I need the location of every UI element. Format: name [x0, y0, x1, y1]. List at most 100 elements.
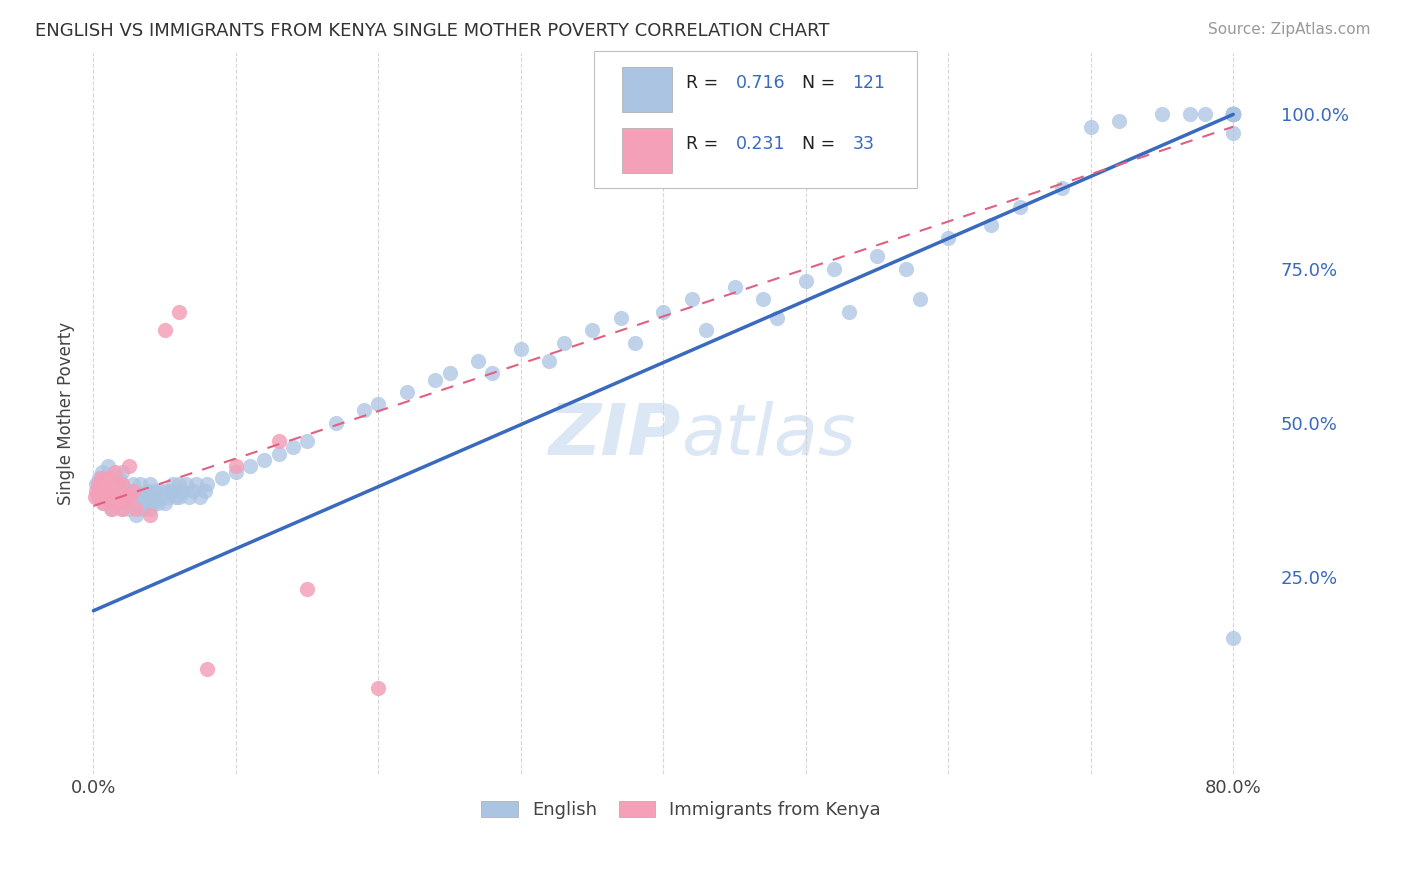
Point [86, 490, 108, 504]
Point [115, 483, 138, 498]
Point [103, 483, 125, 498]
Point [132, 490, 155, 504]
Point [101, 471, 124, 485]
Point [211, 471, 233, 485]
Point [1222, 107, 1244, 121]
Point [87, 471, 110, 485]
Bar [621, 67, 672, 112]
Point [125, 483, 148, 498]
Point [90, 483, 112, 498]
Point [153, 496, 176, 510]
Point [681, 293, 703, 307]
Point [90, 471, 112, 485]
Point [481, 367, 503, 381]
Point [1222, 107, 1244, 121]
Point [752, 293, 775, 307]
Point [170, 483, 193, 498]
Point [1222, 107, 1244, 121]
Point [97, 471, 120, 485]
Point [1108, 113, 1130, 128]
Point [509, 342, 531, 356]
FancyBboxPatch shape [595, 51, 917, 188]
Point [894, 261, 917, 276]
Point [139, 508, 162, 523]
Point [225, 465, 247, 479]
Point [167, 490, 190, 504]
Point [107, 477, 129, 491]
Point [125, 496, 148, 510]
Point [295, 434, 318, 449]
Point [908, 293, 931, 307]
Point [100, 502, 122, 516]
Point [1222, 107, 1244, 121]
Point [84, 483, 107, 498]
Point [239, 458, 262, 473]
Point [136, 483, 159, 498]
Point [114, 496, 136, 510]
Text: 121: 121 [852, 74, 886, 93]
Point [425, 372, 447, 386]
Point [165, 490, 187, 504]
Point [367, 397, 389, 411]
Point [111, 465, 134, 479]
Point [97, 477, 120, 491]
Text: atlas: atlas [681, 401, 856, 469]
Point [723, 280, 745, 294]
Text: ZIP: ZIP [548, 401, 681, 469]
Point [156, 490, 179, 504]
Point [111, 502, 134, 516]
Text: N =: N = [803, 136, 841, 153]
Point [105, 490, 128, 504]
Point [118, 490, 141, 504]
Point [281, 441, 304, 455]
Point [129, 477, 152, 491]
Point [167, 304, 190, 318]
Point [153, 483, 176, 498]
Point [91, 483, 114, 498]
Point [467, 354, 489, 368]
Point [125, 502, 148, 516]
Point [1222, 107, 1244, 121]
Point [111, 490, 134, 504]
Text: 33: 33 [852, 136, 875, 153]
Text: R =: R = [686, 74, 724, 93]
Point [122, 483, 145, 498]
Point [1180, 107, 1202, 121]
Point [1222, 107, 1244, 121]
Point [1080, 120, 1102, 134]
Point [96, 490, 118, 504]
Point [93, 496, 115, 510]
Point [1222, 107, 1244, 121]
Point [980, 219, 1002, 233]
Point [609, 310, 631, 325]
Point [111, 477, 134, 491]
Point [253, 452, 276, 467]
Point [353, 403, 375, 417]
Point [122, 477, 145, 491]
Point [128, 490, 150, 504]
Point [1222, 107, 1244, 121]
Point [538, 354, 561, 368]
Point [553, 335, 575, 350]
Text: ENGLISH VS IMMIGRANTS FROM KENYA SINGLE MOTHER POVERTY CORRELATION CHART: ENGLISH VS IMMIGRANTS FROM KENYA SINGLE … [35, 22, 830, 40]
Point [100, 496, 122, 510]
Point [143, 483, 166, 498]
Point [1222, 107, 1244, 121]
Point [1222, 107, 1244, 121]
Point [87, 490, 110, 504]
Point [149, 483, 172, 498]
Point [174, 477, 197, 491]
Text: 0.231: 0.231 [735, 136, 786, 153]
Y-axis label: Single Mother Poverty: Single Mother Poverty [58, 322, 75, 505]
Point [118, 483, 141, 498]
Point [146, 496, 169, 510]
Point [83, 490, 105, 504]
Point [1222, 632, 1244, 646]
Point [267, 446, 290, 460]
Point [439, 367, 461, 381]
Point [1222, 107, 1244, 121]
Point [766, 310, 789, 325]
Point [153, 323, 176, 337]
Point [1008, 200, 1031, 214]
Point [1222, 107, 1244, 121]
